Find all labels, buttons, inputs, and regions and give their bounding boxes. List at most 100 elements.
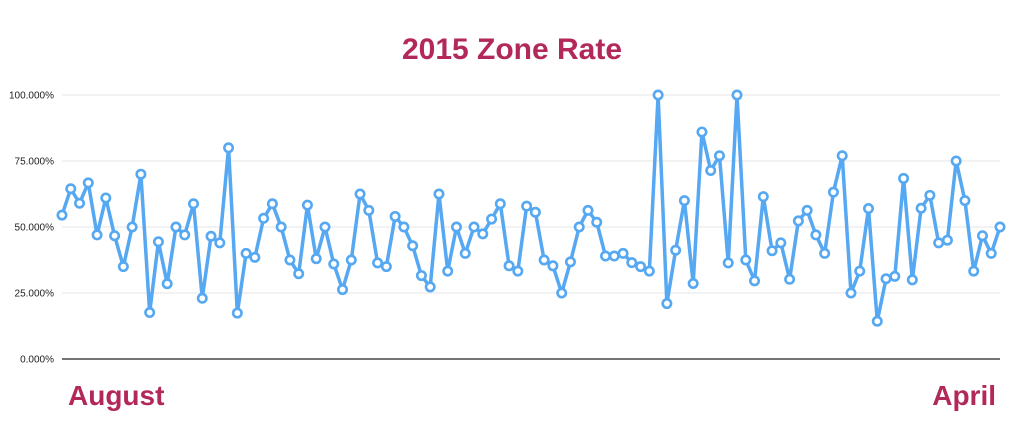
- y-tick-label: 75.000%: [15, 157, 55, 168]
- data-point: [915, 202, 927, 214]
- data-point: [696, 126, 708, 138]
- data-point: [494, 198, 506, 210]
- y-tick-label: 25.000%: [15, 289, 55, 300]
- x-start-label: August: [68, 380, 164, 411]
- data-point: [179, 229, 191, 241]
- data-point: [187, 198, 199, 210]
- data-point: [65, 183, 77, 195]
- data-point: [573, 221, 585, 233]
- data-points: [56, 89, 1006, 327]
- data-point: [801, 204, 813, 216]
- data-point: [749, 275, 761, 287]
- data-point: [556, 287, 568, 299]
- data-point: [503, 260, 515, 272]
- y-tick-labels: 0.000% 25.000% 50.000% 75.000% 100.000%: [9, 91, 54, 366]
- data-point: [337, 284, 349, 296]
- data-point: [293, 268, 305, 280]
- x-end-label: April: [932, 380, 996, 411]
- data-point: [564, 256, 576, 268]
- data-point: [529, 206, 541, 218]
- data-point: [56, 209, 68, 221]
- data-point: [792, 215, 804, 227]
- data-point: [626, 257, 638, 269]
- data-point: [722, 257, 734, 269]
- data-point: [372, 257, 384, 269]
- data-point: [608, 250, 620, 262]
- data-point: [705, 165, 717, 177]
- data-point: [880, 273, 892, 285]
- data-point: [845, 287, 857, 299]
- data-point: [635, 261, 647, 273]
- grid-lines: [62, 94, 1000, 294]
- chart-title: 2015 Zone Rate: [402, 33, 622, 66]
- data-point: [354, 188, 366, 200]
- data-point: [258, 212, 270, 224]
- data-point: [582, 204, 594, 216]
- data-point: [521, 200, 533, 212]
- data-point: [223, 142, 235, 154]
- data-point: [968, 265, 980, 277]
- data-point: [100, 192, 112, 204]
- y-tick-label: 100.000%: [9, 91, 54, 102]
- data-point: [459, 247, 471, 259]
- data-point: [363, 204, 375, 216]
- data-point: [766, 245, 778, 257]
- data-point: [240, 247, 252, 259]
- data-point: [407, 240, 419, 252]
- data-point: [924, 189, 936, 201]
- data-point: [284, 254, 296, 266]
- data-point: [205, 230, 217, 242]
- data-point: [380, 261, 392, 273]
- data-point: [468, 221, 480, 233]
- data-point: [819, 247, 831, 259]
- data-point: [266, 198, 278, 210]
- data-point: [810, 229, 822, 241]
- data-point: [328, 258, 340, 270]
- data-point: [231, 307, 243, 319]
- data-point: [617, 247, 629, 259]
- data-point: [985, 247, 997, 259]
- data-point: [450, 221, 462, 233]
- data-point: [713, 150, 725, 162]
- data-point: [898, 172, 910, 184]
- data-point: [486, 213, 498, 225]
- data-point: [275, 221, 287, 233]
- data-point: [757, 191, 769, 203]
- data-point: [91, 229, 103, 241]
- data-point: [643, 265, 655, 277]
- data-point: [424, 281, 436, 293]
- data-point: [687, 277, 699, 289]
- data-point: [433, 188, 445, 200]
- data-point: [214, 237, 226, 249]
- data-point: [117, 261, 129, 273]
- data-point: [389, 210, 401, 222]
- data-point: [941, 234, 953, 246]
- data-point: [126, 221, 138, 233]
- data-point: [310, 253, 322, 265]
- data-point: [775, 237, 787, 249]
- data-point: [319, 221, 331, 233]
- data-point: [74, 197, 86, 209]
- data-point: [249, 251, 261, 263]
- data-point: [784, 273, 796, 285]
- data-point: [301, 199, 313, 211]
- data-point: [994, 221, 1006, 233]
- data-point: [345, 254, 357, 266]
- data-point: [82, 177, 94, 189]
- data-point: [196, 292, 208, 304]
- data-point: [652, 89, 664, 101]
- data-point: [836, 150, 848, 162]
- data-point: [161, 278, 173, 290]
- data-point: [442, 265, 454, 277]
- data-point: [731, 89, 743, 101]
- data-point: [678, 195, 690, 207]
- data-point: [600, 250, 612, 262]
- data-point: [152, 236, 164, 248]
- data-point: [976, 230, 988, 242]
- data-point: [477, 228, 489, 240]
- data-point: [415, 270, 427, 282]
- data-point: [547, 260, 559, 272]
- data-point: [863, 203, 875, 215]
